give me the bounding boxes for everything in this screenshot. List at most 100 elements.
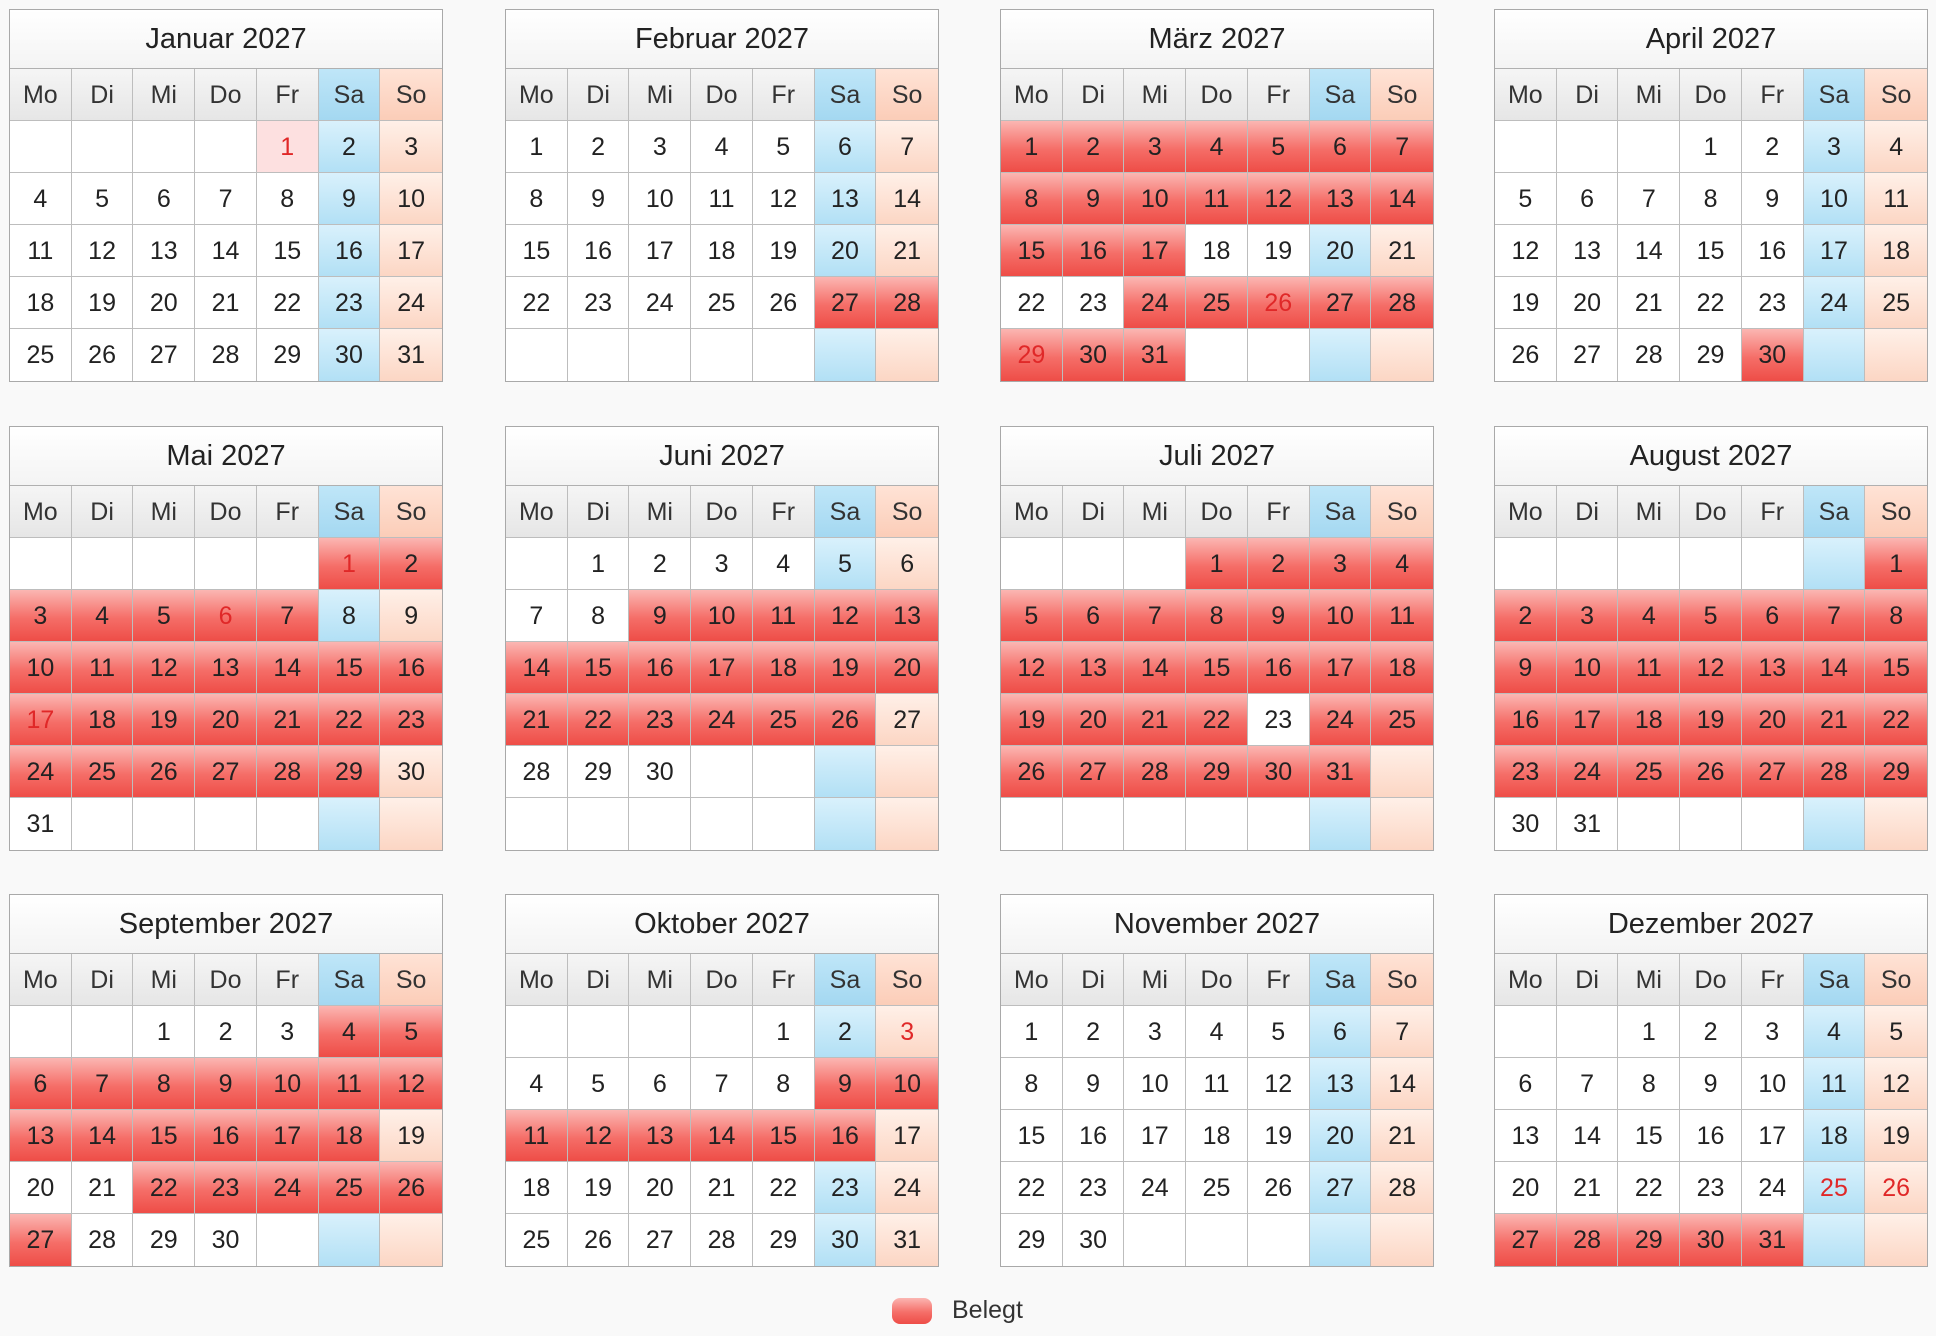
day-cell[interactable]: 22	[752, 1162, 815, 1214]
day-cell[interactable]: 23	[1062, 1162, 1125, 1214]
day-cell[interactable]: 7	[1124, 590, 1187, 642]
day-cell[interactable]: 16	[1495, 694, 1557, 746]
day-cell[interactable]: 16	[1680, 1110, 1742, 1162]
day-cell[interactable]: 5	[1865, 1006, 1928, 1058]
day-cell[interactable]: 6	[1309, 121, 1372, 173]
day-cell[interactable]: 18	[506, 1162, 568, 1214]
day-cell[interactable]: 3	[1556, 590, 1619, 642]
day-cell[interactable]: 12	[71, 225, 134, 277]
day-cell[interactable]: 9	[814, 1058, 877, 1110]
day-cell[interactable]: 18	[1803, 1110, 1866, 1162]
day-cell[interactable]: 12	[752, 173, 815, 225]
day-cell[interactable]: 11	[1186, 1058, 1248, 1110]
day-cell[interactable]: 29	[567, 746, 630, 798]
day-cell[interactable]: 14	[256, 642, 319, 694]
day-cell[interactable]: 15	[133, 1110, 196, 1162]
day-cell[interactable]: 23	[318, 277, 381, 329]
day-cell[interactable]: 19	[1001, 694, 1063, 746]
day-cell[interactable]: 6	[876, 538, 939, 590]
day-cell[interactable]: 16	[567, 225, 630, 277]
day-cell[interactable]: 1	[256, 121, 319, 173]
day-cell[interactable]: 3	[1741, 1006, 1804, 1058]
day-cell[interactable]: 2	[318, 121, 381, 173]
day-cell[interactable]: 25	[752, 694, 815, 746]
day-cell[interactable]: 7	[1371, 1006, 1434, 1058]
day-cell[interactable]: 3	[1309, 538, 1372, 590]
day-cell[interactable]: 28	[195, 329, 257, 381]
day-cell[interactable]: 9	[1247, 590, 1310, 642]
day-cell[interactable]: 12	[1495, 225, 1557, 277]
day-cell[interactable]: 15	[752, 1110, 815, 1162]
day-cell[interactable]: 15	[567, 642, 630, 694]
day-cell[interactable]: 4	[1618, 590, 1681, 642]
day-cell[interactable]: 21	[506, 694, 568, 746]
day-cell[interactable]: 6	[195, 590, 257, 642]
day-cell[interactable]: 2	[1062, 1006, 1125, 1058]
day-cell[interactable]: 12	[1247, 173, 1310, 225]
day-cell[interactable]: 21	[195, 277, 257, 329]
day-cell[interactable]: 22	[256, 277, 319, 329]
day-cell[interactable]: 20	[1309, 225, 1372, 277]
day-cell[interactable]: 17	[691, 642, 753, 694]
day-cell[interactable]: 8	[256, 173, 319, 225]
day-cell[interactable]: 28	[1371, 1162, 1434, 1214]
day-cell[interactable]: 19	[1247, 1110, 1310, 1162]
day-cell[interactable]: 10	[256, 1058, 319, 1110]
day-cell[interactable]: 24	[380, 277, 443, 329]
day-cell[interactable]: 8	[1001, 173, 1063, 225]
day-cell[interactable]: 6	[1309, 1006, 1372, 1058]
day-cell[interactable]: 15	[1618, 1110, 1681, 1162]
day-cell[interactable]: 4	[752, 538, 815, 590]
day-cell[interactable]: 8	[1186, 590, 1248, 642]
day-cell[interactable]: 14	[1618, 225, 1681, 277]
day-cell[interactable]: 26	[1001, 746, 1063, 798]
day-cell[interactable]: 4	[10, 173, 72, 225]
day-cell[interactable]: 10	[10, 642, 72, 694]
day-cell[interactable]: 31	[1309, 746, 1372, 798]
day-cell[interactable]: 4	[1186, 121, 1248, 173]
day-cell[interactable]: 4	[71, 590, 134, 642]
day-cell[interactable]: 20	[133, 277, 196, 329]
day-cell[interactable]: 18	[691, 225, 753, 277]
day-cell[interactable]: 22	[1001, 1162, 1063, 1214]
day-cell[interactable]: 9	[380, 590, 443, 642]
day-cell[interactable]: 7	[1556, 1058, 1619, 1110]
day-cell[interactable]: 16	[1062, 1110, 1125, 1162]
day-cell[interactable]: 16	[318, 225, 381, 277]
day-cell[interactable]: 9	[1495, 642, 1557, 694]
day-cell[interactable]: 26	[71, 329, 134, 381]
day-cell[interactable]: 2	[1247, 538, 1310, 590]
day-cell[interactable]: 12	[380, 1058, 443, 1110]
day-cell[interactable]: 16	[1247, 642, 1310, 694]
day-cell[interactable]: 1	[1001, 121, 1063, 173]
day-cell[interactable]: 2	[814, 1006, 877, 1058]
day-cell[interactable]: 19	[133, 694, 196, 746]
day-cell[interactable]: 17	[1741, 1110, 1804, 1162]
day-cell[interactable]: 7	[1371, 121, 1434, 173]
day-cell[interactable]: 3	[1124, 1006, 1187, 1058]
day-cell[interactable]: 25	[1865, 277, 1928, 329]
day-cell[interactable]: 9	[567, 173, 630, 225]
day-cell[interactable]: 22	[1186, 694, 1248, 746]
day-cell[interactable]: 13	[629, 1110, 692, 1162]
day-cell[interactable]: 31	[380, 329, 443, 381]
day-cell[interactable]: 8	[1618, 1058, 1681, 1110]
day-cell[interactable]: 24	[1741, 1162, 1804, 1214]
day-cell[interactable]: 4	[1865, 121, 1928, 173]
day-cell[interactable]: 22	[1865, 694, 1928, 746]
day-cell[interactable]: 16	[195, 1110, 257, 1162]
day-cell[interactable]: 3	[380, 121, 443, 173]
day-cell[interactable]: 21	[71, 1162, 134, 1214]
day-cell[interactable]: 7	[195, 173, 257, 225]
day-cell[interactable]: 21	[876, 225, 939, 277]
day-cell[interactable]: 24	[1556, 746, 1619, 798]
day-cell[interactable]: 4	[1371, 538, 1434, 590]
day-cell[interactable]: 27	[814, 277, 877, 329]
day-cell[interactable]: 29	[1001, 329, 1063, 381]
day-cell[interactable]: 6	[133, 173, 196, 225]
day-cell[interactable]: 26	[1247, 1162, 1310, 1214]
day-cell[interactable]: 22	[567, 694, 630, 746]
day-cell[interactable]: 29	[1618, 1214, 1681, 1266]
day-cell[interactable]: 28	[1556, 1214, 1619, 1266]
day-cell[interactable]: 21	[256, 694, 319, 746]
